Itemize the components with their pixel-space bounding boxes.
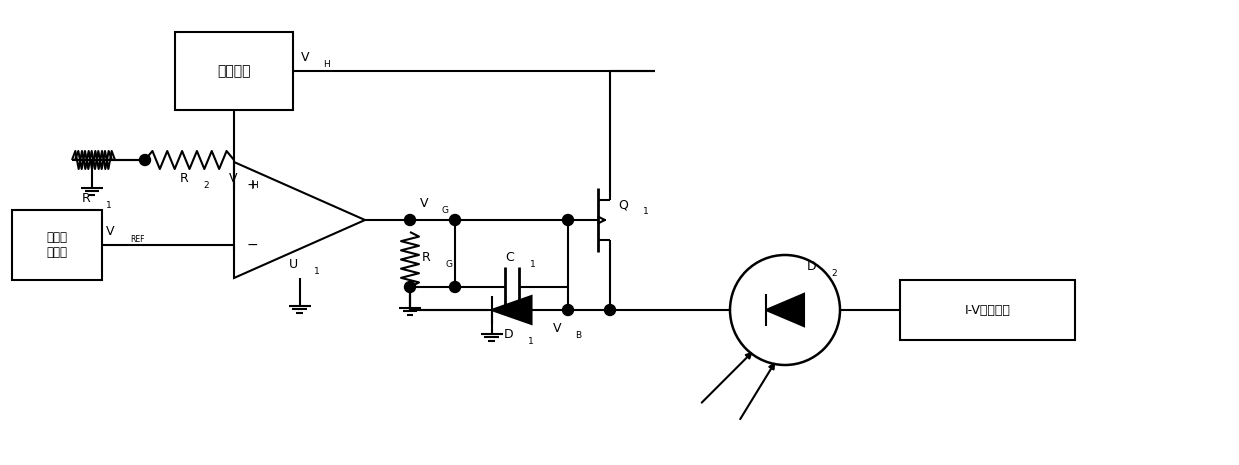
Text: G: G (446, 260, 453, 269)
FancyBboxPatch shape (12, 210, 102, 280)
Circle shape (605, 305, 616, 315)
Circle shape (450, 281, 461, 292)
Text: 2: 2 (831, 269, 836, 278)
Text: Q: Q (618, 198, 628, 211)
FancyBboxPatch shape (900, 280, 1075, 340)
Text: 参考电
压电路: 参考电 压电路 (47, 231, 67, 259)
Text: 1: 1 (643, 207, 649, 216)
Text: B: B (575, 331, 581, 340)
Circle shape (450, 214, 461, 226)
Text: D: D (503, 328, 513, 341)
Text: 1: 1 (529, 260, 535, 269)
Circle shape (563, 214, 574, 226)
Text: U: U (289, 258, 299, 271)
Text: V: V (229, 172, 238, 185)
Text: H: H (323, 60, 330, 69)
Text: 1: 1 (107, 201, 112, 210)
Circle shape (404, 281, 415, 292)
Text: V: V (107, 225, 114, 238)
Circle shape (140, 154, 150, 166)
Text: 1: 1 (528, 337, 533, 346)
Text: V: V (301, 51, 310, 64)
Text: 2: 2 (203, 181, 209, 190)
Text: D: D (807, 260, 817, 273)
Text: V: V (420, 197, 429, 210)
Text: G: G (442, 206, 449, 215)
Text: C: C (506, 251, 514, 264)
Text: I-V转换电路: I-V转换电路 (965, 304, 1011, 317)
Circle shape (563, 305, 574, 315)
Polygon shape (766, 294, 804, 326)
Text: H: H (252, 181, 258, 190)
Text: +: + (247, 178, 259, 192)
Text: 1: 1 (313, 267, 320, 276)
Text: REF: REF (130, 235, 145, 244)
Text: −: − (247, 238, 259, 252)
Text: R: R (180, 172, 188, 185)
FancyBboxPatch shape (175, 32, 292, 110)
Text: R: R (82, 192, 90, 205)
Text: V: V (553, 322, 561, 335)
Text: R: R (422, 251, 431, 264)
Text: 高压电路: 高压电路 (217, 64, 250, 78)
Circle shape (404, 214, 415, 226)
Polygon shape (492, 296, 532, 324)
